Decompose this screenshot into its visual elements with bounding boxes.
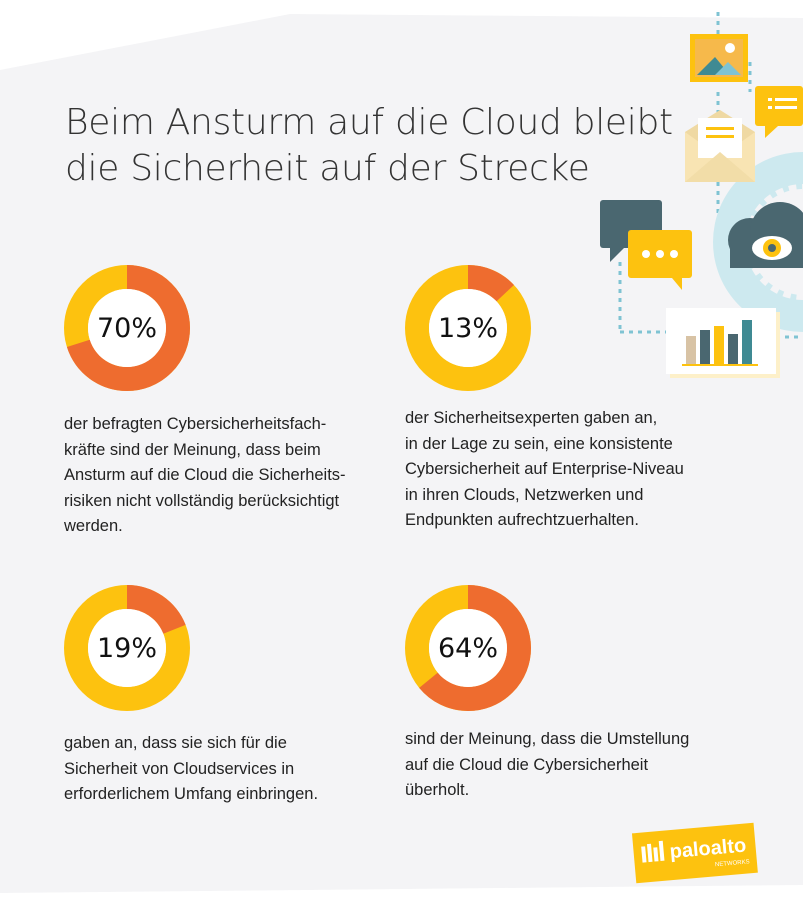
donut-chart-70: 70% — [64, 265, 190, 391]
percent-label: 19% — [96, 632, 157, 664]
envelope-icon — [685, 110, 755, 182]
donut-chart-64: 64% — [405, 585, 531, 711]
percent-label: 13% — [437, 312, 498, 344]
stat-description-1: der befragten Cybersicherheitsfach- kräf… — [64, 415, 346, 535]
percent-label: 70% — [96, 312, 157, 344]
logo-subtext: NETWORKS — [715, 859, 750, 868]
chat-bubble-icon — [600, 200, 692, 290]
stat-description-3: gaben an, dass sie sich für die Sicherhe… — [64, 734, 319, 803]
title-line-2: die Sicherheit auf der Strecke — [65, 148, 590, 189]
image-icon — [690, 34, 748, 82]
percent-label: 64% — [437, 632, 498, 664]
paloalto-logo: paloalto NETWORKS — [631, 822, 758, 884]
title-line-1: Beim Ansturm auf die Cloud bleibt — [65, 102, 673, 143]
donut-chart-19: 19% — [64, 585, 190, 711]
donut-center — [429, 609, 507, 687]
donut-segment — [405, 585, 531, 711]
donut-chart-13: 13% — [405, 265, 531, 391]
paloalto-logo-icon — [641, 840, 665, 863]
eye-cloud-icon — [728, 202, 803, 268]
donut-center — [88, 289, 166, 367]
list-message-icon — [755, 86, 803, 138]
donut-segment — [64, 585, 190, 711]
cloud-illustration — [600, 12, 803, 378]
stat-description-4: sind der Meinung, dass die Umstellung au… — [405, 730, 690, 799]
donut-center — [429, 289, 507, 367]
bar-chart-icon — [666, 308, 780, 378]
donut-segment — [64, 265, 190, 391]
donut-center — [88, 609, 166, 687]
stat-description-2: der Sicherheitsexperten gaben an, in der… — [405, 409, 684, 529]
page-title: Beim Ansturm auf die Cloud bleibt die Si… — [65, 100, 685, 192]
donut-segment — [405, 265, 531, 391]
